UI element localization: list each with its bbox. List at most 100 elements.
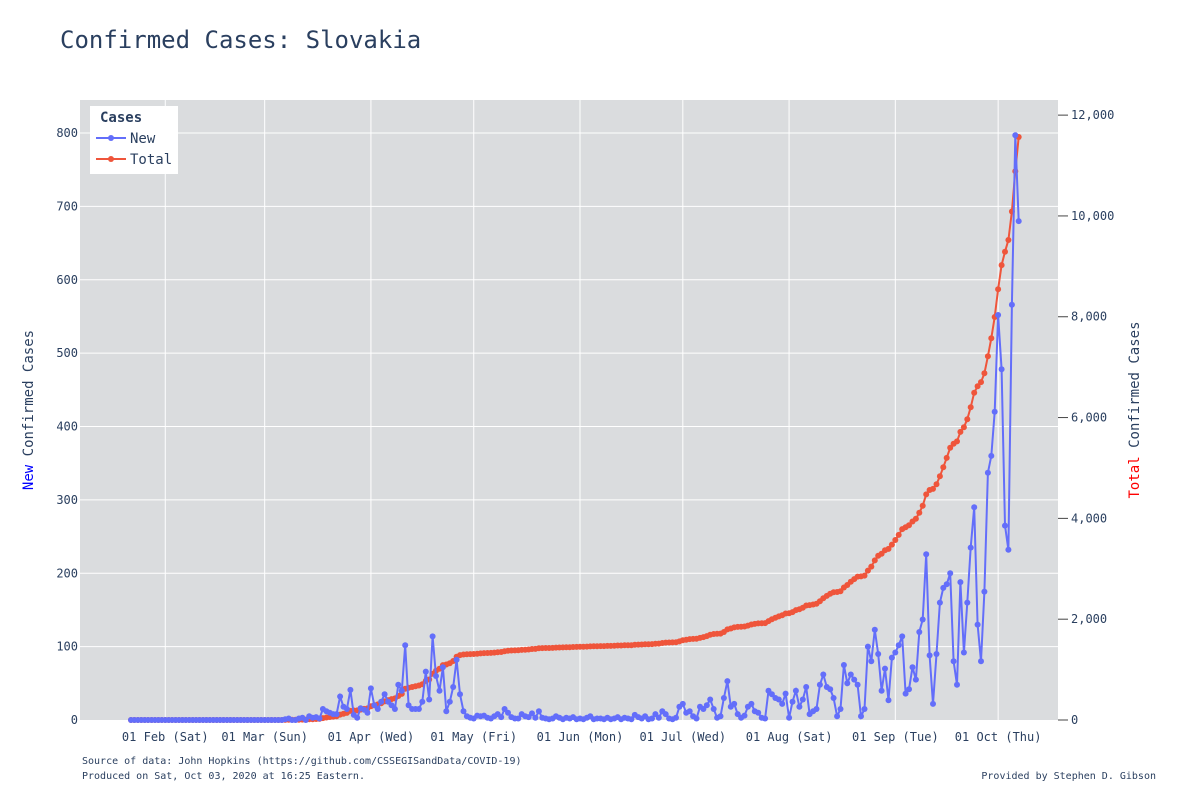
total-point[interactable] <box>1002 248 1008 255</box>
new-point[interactable] <box>834 713 841 720</box>
new-point[interactable] <box>724 678 731 685</box>
new-point[interactable] <box>792 687 799 694</box>
new-point[interactable] <box>347 686 354 693</box>
new-point[interactable] <box>902 690 909 697</box>
new-point[interactable] <box>703 702 710 709</box>
new-point[interactable] <box>933 651 940 657</box>
new-point[interactable] <box>381 691 388 698</box>
total-point[interactable] <box>916 509 923 516</box>
new-point[interactable] <box>529 710 535 717</box>
new-point[interactable] <box>919 616 926 623</box>
total-point[interactable] <box>912 515 919 522</box>
new-point[interactable] <box>628 716 635 723</box>
total-point[interactable] <box>933 481 940 488</box>
new-point[interactable] <box>840 662 847 668</box>
new-point[interactable] <box>998 366 1005 373</box>
total-point[interactable] <box>930 485 936 492</box>
new-point[interactable] <box>505 709 511 716</box>
new-point[interactable] <box>971 504 978 511</box>
new-point[interactable] <box>799 696 806 703</box>
new-point[interactable] <box>395 681 402 688</box>
total-point[interactable] <box>995 286 1002 293</box>
new-point[interactable] <box>981 588 988 595</box>
new-point[interactable] <box>378 698 385 705</box>
new-point[interactable] <box>443 708 450 715</box>
new-point[interactable] <box>796 703 803 710</box>
new-point[interactable] <box>391 706 398 712</box>
new-point[interactable] <box>974 621 981 628</box>
total-point[interactable] <box>1005 237 1012 243</box>
new-point[interactable] <box>978 658 984 665</box>
new-point[interactable] <box>679 700 686 707</box>
legend-item-total[interactable]: Total <box>96 152 172 168</box>
new-point[interactable] <box>436 687 443 694</box>
new-point[interactable] <box>398 687 405 694</box>
new-point[interactable] <box>930 700 936 707</box>
total-point[interactable] <box>947 444 954 451</box>
total-point[interactable] <box>861 572 868 579</box>
new-point[interactable] <box>816 681 823 688</box>
total-point[interactable] <box>888 541 895 548</box>
new-point[interactable] <box>950 658 957 665</box>
total-point[interactable] <box>885 545 892 552</box>
new-point[interactable] <box>954 681 960 688</box>
new-point[interactable] <box>988 452 995 459</box>
new-point[interactable] <box>402 642 409 649</box>
total-point[interactable] <box>988 335 995 342</box>
new-point[interactable] <box>882 665 888 672</box>
new-point[interactable] <box>422 668 429 675</box>
new-point[interactable] <box>755 709 762 716</box>
new-point[interactable] <box>1008 301 1015 308</box>
new-point[interactable] <box>878 687 885 694</box>
new-point[interactable] <box>429 633 436 640</box>
total-point[interactable] <box>864 567 871 574</box>
new-point[interactable] <box>991 408 998 415</box>
new-point[interactable] <box>967 544 974 551</box>
new-point[interactable] <box>316 715 323 722</box>
new-point[interactable] <box>1005 546 1012 553</box>
new-point[interactable] <box>693 715 700 722</box>
total-point[interactable] <box>868 563 875 570</box>
new-point[interactable] <box>782 690 789 697</box>
new-point[interactable] <box>775 696 782 703</box>
total-point[interactable] <box>960 424 967 431</box>
new-point[interactable] <box>875 651 882 657</box>
new-point[interactable] <box>364 709 371 716</box>
new-point[interactable] <box>899 633 906 640</box>
new-point[interactable] <box>830 695 837 701</box>
legend[interactable]: Cases New Total <box>90 106 178 174</box>
new-point[interactable] <box>803 684 810 690</box>
new-point[interactable] <box>710 706 717 712</box>
new-point[interactable] <box>943 581 950 588</box>
new-point[interactable] <box>354 714 361 721</box>
new-point[interactable] <box>439 664 446 671</box>
new-point[interactable] <box>854 681 861 688</box>
new-point[interactable] <box>827 686 834 693</box>
new-point[interactable] <box>686 708 693 715</box>
new-point[interactable] <box>535 708 542 715</box>
new-point[interactable] <box>844 680 851 687</box>
new-point[interactable] <box>762 715 769 722</box>
total-point[interactable] <box>954 438 960 445</box>
new-point[interactable] <box>847 671 854 678</box>
new-point[interactable] <box>786 714 793 721</box>
new-point[interactable] <box>820 671 827 678</box>
total-point[interactable] <box>957 428 964 435</box>
total-point[interactable] <box>936 473 943 480</box>
new-point[interactable] <box>858 713 864 720</box>
new-point[interactable] <box>916 629 923 635</box>
new-point[interactable] <box>861 706 868 712</box>
legend-item-new[interactable]: New <box>96 131 156 147</box>
new-point[interactable] <box>868 658 875 665</box>
new-point[interactable] <box>888 654 895 661</box>
new-point[interactable] <box>926 652 933 659</box>
new-point[interactable] <box>415 706 422 712</box>
total-point[interactable] <box>971 389 978 396</box>
new-point[interactable] <box>906 686 912 693</box>
new-point[interactable] <box>367 685 374 692</box>
total-point[interactable] <box>984 353 991 360</box>
total-point[interactable] <box>974 383 981 390</box>
new-point[interactable] <box>789 698 796 705</box>
new-point[interactable] <box>498 714 505 721</box>
new-point[interactable] <box>864 643 871 650</box>
